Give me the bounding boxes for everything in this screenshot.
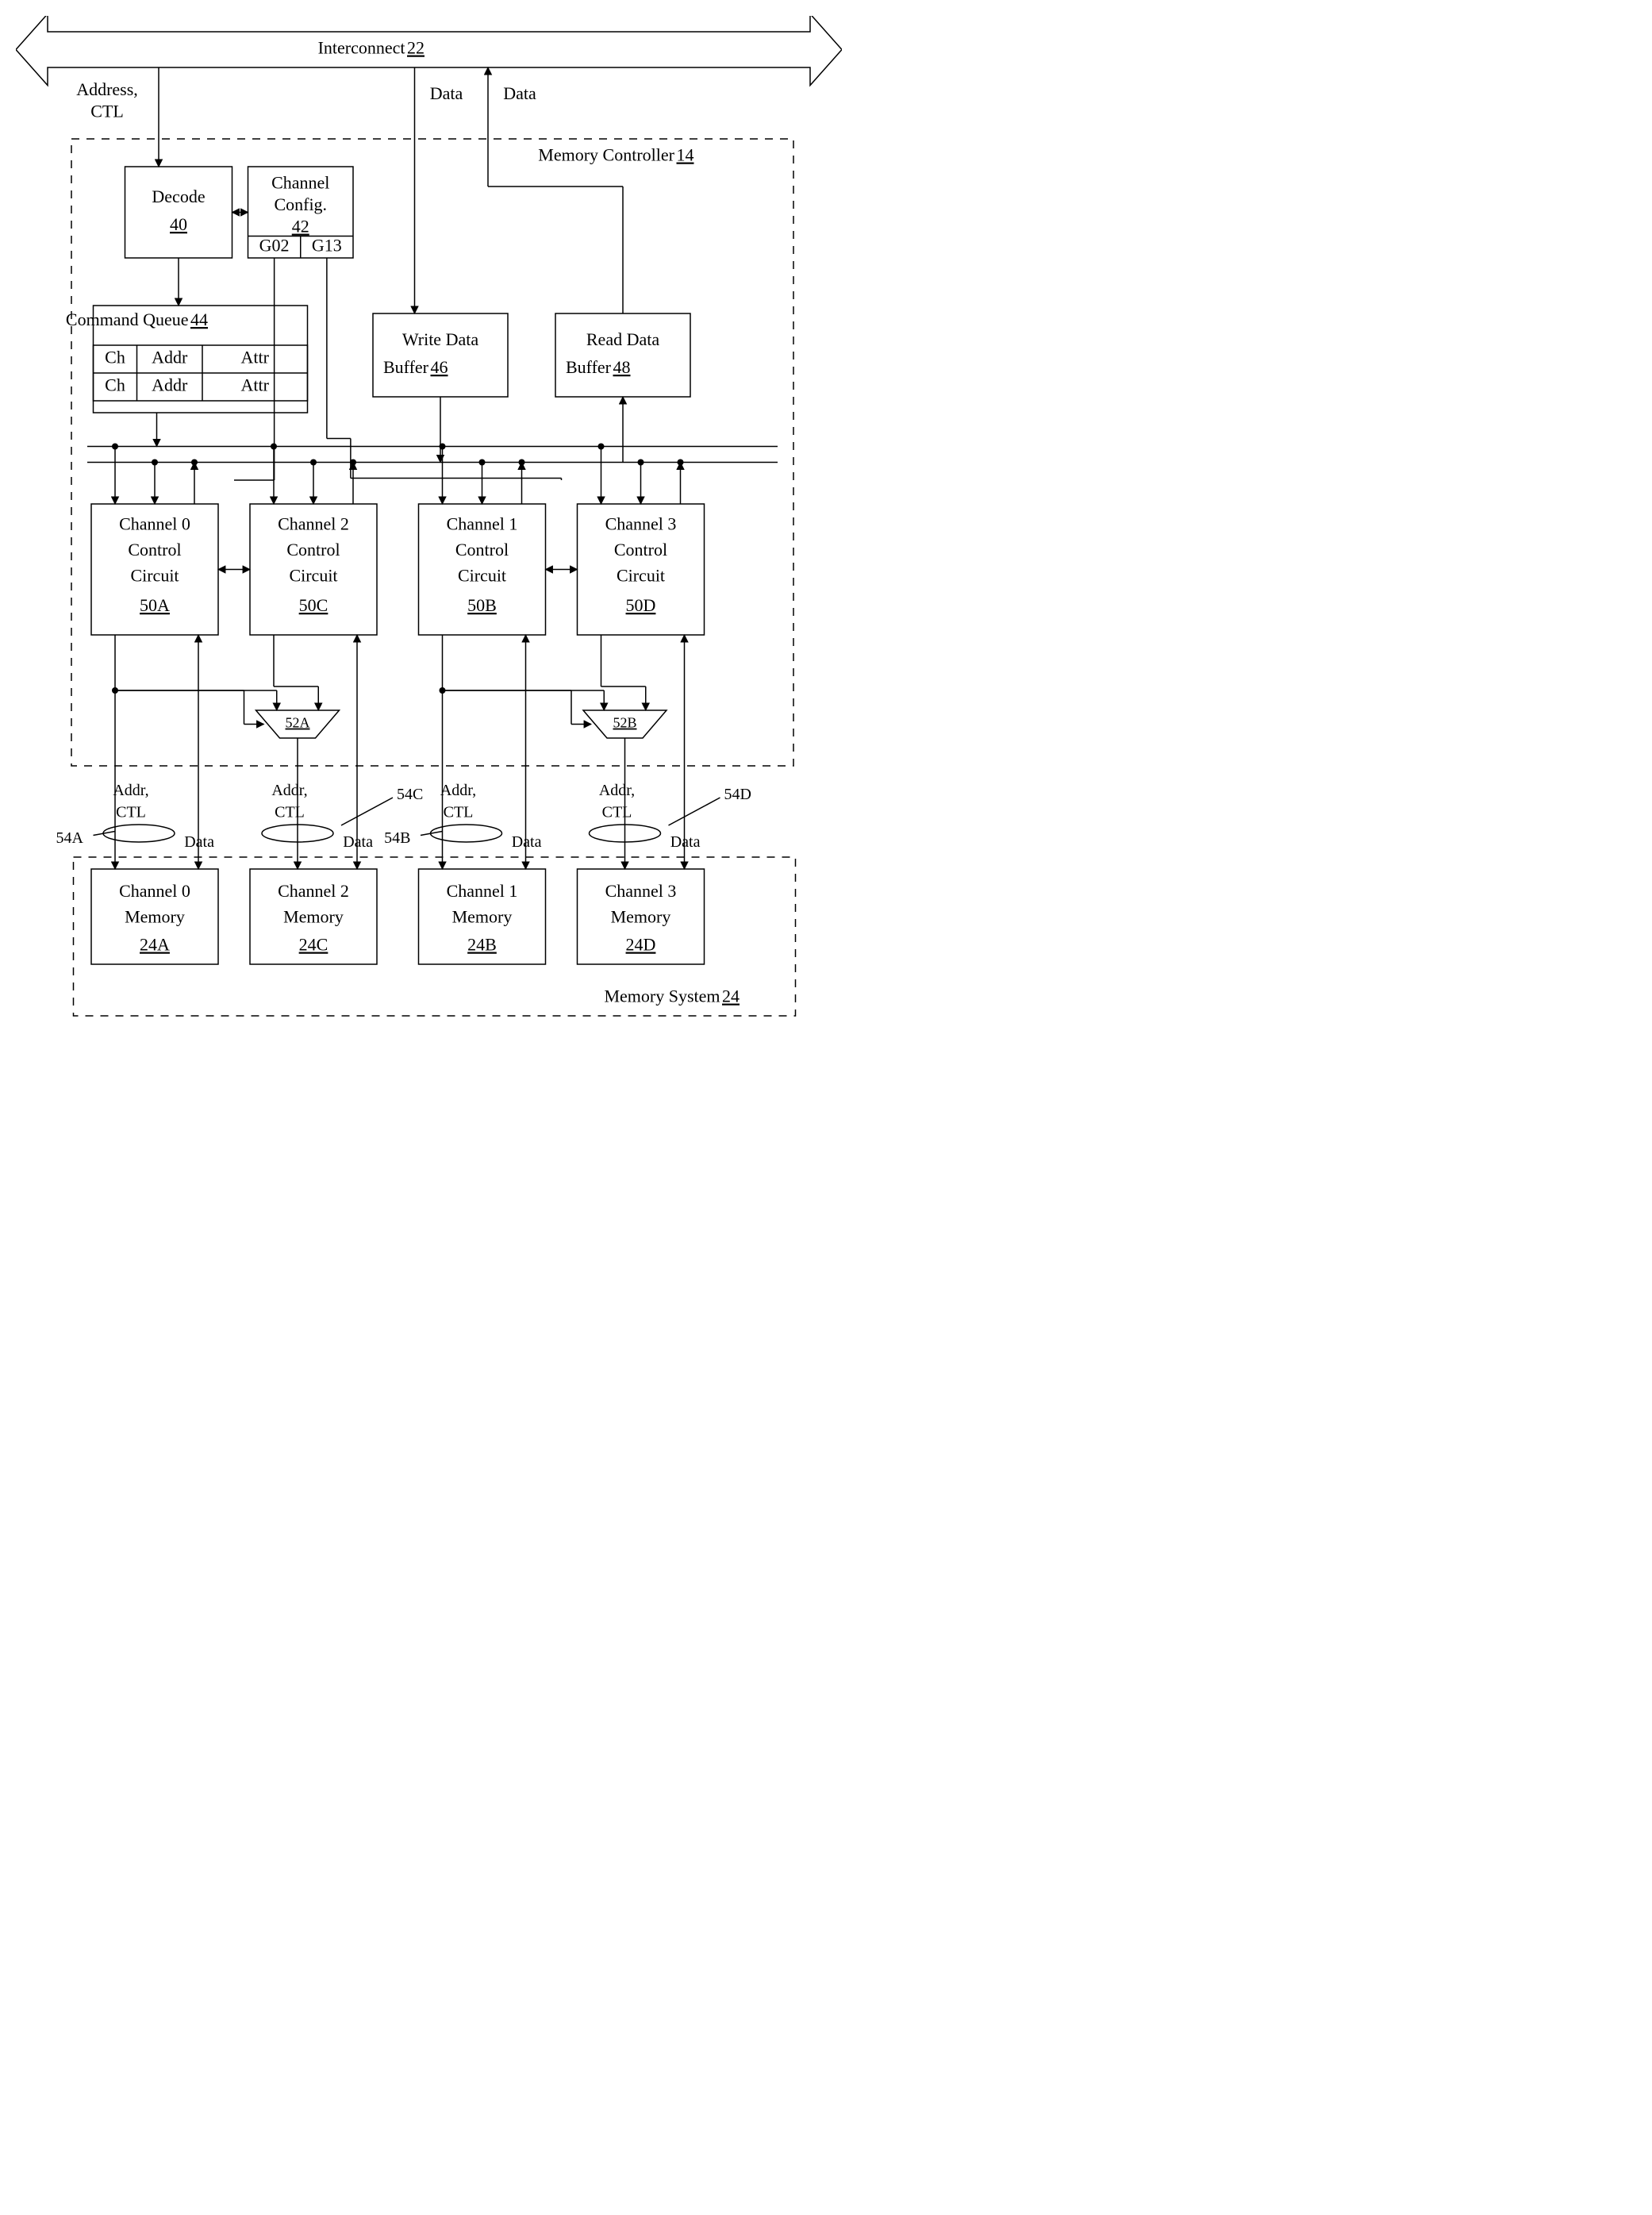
read-data-buffer bbox=[555, 313, 690, 397]
svg-text:Memory: Memory bbox=[452, 907, 513, 927]
svg-text:CTL: CTL bbox=[444, 804, 474, 821]
memory-controller-label: Memory Controller bbox=[538, 145, 674, 165]
svg-text:CTL: CTL bbox=[116, 804, 146, 821]
decode-box bbox=[125, 167, 232, 258]
sig-54A: 54A bbox=[56, 829, 84, 847]
svg-text:50A: 50A bbox=[140, 595, 170, 615]
svg-text:Channel 2: Channel 2 bbox=[278, 881, 349, 901]
svg-text:Ch: Ch bbox=[105, 348, 125, 367]
svg-text:Attr: Attr bbox=[241, 348, 270, 367]
interconnect-ref: 22 bbox=[407, 38, 425, 58]
svg-text:Memory: Memory bbox=[125, 907, 185, 927]
svg-text:Data: Data bbox=[512, 833, 542, 851]
interconnect-bus bbox=[16, 16, 842, 86]
svg-text:CTL: CTL bbox=[602, 804, 632, 821]
svg-text:24C: 24C bbox=[299, 935, 328, 955]
svg-text:Addr,: Addr, bbox=[440, 782, 476, 799]
svg-text:Circuit: Circuit bbox=[130, 566, 179, 586]
svg-text:Addr,: Addr, bbox=[271, 782, 307, 799]
decode-label: Decode bbox=[152, 187, 205, 206]
sig-54C: 54C bbox=[397, 786, 423, 803]
svg-text:Command Queue: Command Queue bbox=[66, 310, 189, 329]
svg-text:Control: Control bbox=[286, 540, 340, 560]
svg-text:52B: 52B bbox=[613, 715, 636, 731]
svg-text:44: 44 bbox=[190, 310, 208, 329]
svg-text:Memory: Memory bbox=[283, 907, 344, 927]
svg-text:Addr,: Addr, bbox=[113, 782, 148, 799]
svg-text:Circuit: Circuit bbox=[458, 566, 506, 586]
svg-text:14: 14 bbox=[677, 145, 694, 165]
svg-text:24A: 24A bbox=[140, 935, 170, 955]
svg-text:CTL: CTL bbox=[275, 804, 305, 821]
svg-text:Memory System: Memory System bbox=[604, 986, 720, 1006]
svg-text:Addr: Addr bbox=[152, 348, 188, 367]
svg-text:Buffer: Buffer bbox=[383, 357, 429, 377]
svg-text:Control: Control bbox=[128, 540, 181, 560]
svg-text:24: 24 bbox=[722, 986, 740, 1006]
svg-text:42: 42 bbox=[292, 217, 309, 236]
sig-54D: 54D bbox=[724, 786, 751, 803]
svg-text:Control: Control bbox=[614, 540, 667, 560]
svg-text:Control: Control bbox=[455, 540, 509, 560]
svg-text:50B: 50B bbox=[467, 595, 497, 615]
sig-54B: 54B bbox=[384, 829, 410, 847]
svg-text:Config.: Config. bbox=[274, 194, 327, 214]
addr-ctl-label: Address, bbox=[76, 79, 138, 99]
svg-text:Data: Data bbox=[343, 833, 373, 851]
svg-text:Channel: Channel bbox=[271, 173, 329, 193]
svg-text:Channel 1: Channel 1 bbox=[447, 514, 518, 534]
svg-text:CTL: CTL bbox=[90, 102, 124, 121]
svg-text:Data: Data bbox=[184, 833, 214, 851]
svg-text:Read Data: Read Data bbox=[586, 329, 659, 349]
svg-text:46: 46 bbox=[431, 357, 448, 377]
svg-text:Addr,: Addr, bbox=[599, 782, 635, 799]
svg-text:Channel 3: Channel 3 bbox=[605, 881, 677, 901]
svg-text:52A: 52A bbox=[286, 715, 310, 731]
data-in-label: Data bbox=[430, 83, 463, 103]
write-data-buffer bbox=[373, 313, 508, 397]
svg-text:Data: Data bbox=[670, 833, 701, 851]
svg-text:50D: 50D bbox=[626, 595, 656, 615]
svg-text:24D: 24D bbox=[626, 935, 656, 955]
g02-cell: G02 bbox=[259, 235, 290, 255]
data-out-label: Data bbox=[503, 83, 536, 103]
decode-ref: 40 bbox=[170, 214, 187, 234]
g13-cell: G13 bbox=[312, 235, 342, 255]
svg-text:Ch: Ch bbox=[105, 375, 125, 395]
svg-text:Buffer: Buffer bbox=[566, 357, 612, 377]
interconnect-label: Interconnect bbox=[318, 38, 405, 58]
svg-text:Attr: Attr bbox=[241, 375, 270, 395]
svg-text:48: 48 bbox=[613, 357, 631, 377]
svg-text:Write Data: Write Data bbox=[402, 329, 478, 349]
svg-text:Circuit: Circuit bbox=[289, 566, 337, 586]
svg-text:24B: 24B bbox=[467, 935, 497, 955]
svg-text:Channel 2: Channel 2 bbox=[278, 514, 349, 534]
svg-text:Channel 1: Channel 1 bbox=[447, 881, 518, 901]
svg-text:Channel 0: Channel 0 bbox=[119, 514, 190, 534]
svg-text:Circuit: Circuit bbox=[617, 566, 665, 586]
svg-text:50C: 50C bbox=[299, 595, 328, 615]
svg-text:Channel 0: Channel 0 bbox=[119, 881, 190, 901]
svg-text:Addr: Addr bbox=[152, 375, 188, 395]
svg-text:Channel 3: Channel 3 bbox=[605, 514, 677, 534]
svg-text:Memory: Memory bbox=[611, 907, 671, 927]
